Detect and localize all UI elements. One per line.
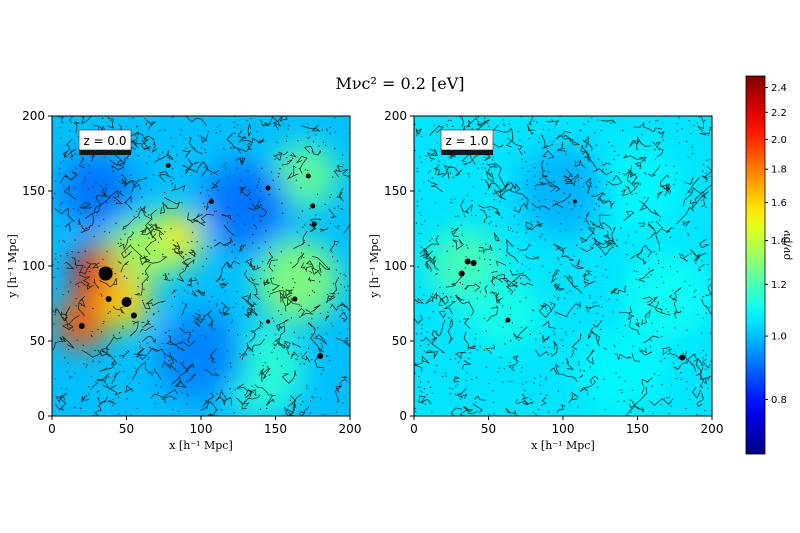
colorbar-tick-label: 1.6 <box>771 198 787 209</box>
colorbar-tick-label: 1.4 <box>771 236 787 247</box>
density-blob <box>201 161 291 251</box>
density-blob <box>108 218 175 284</box>
halo-markers <box>78 163 324 359</box>
cosmic-web-contours <box>414 116 712 416</box>
halo-marker <box>130 312 137 319</box>
halo-marker <box>265 185 271 191</box>
colorbar-tick-label: 1.0 <box>771 332 787 343</box>
y-tick-label: 100 <box>384 259 407 273</box>
density-blob <box>272 143 339 209</box>
colorbar-tick-label: 1.2 <box>771 280 787 291</box>
x-tick-label: 0 <box>48 422 56 436</box>
density-blob <box>622 251 712 341</box>
density-blob <box>592 146 683 236</box>
x-tick-label: 50 <box>119 422 134 436</box>
y-tick-label: 0 <box>37 409 45 423</box>
x-tick-label: 100 <box>552 422 575 436</box>
x-tick-label: 100 <box>190 422 213 436</box>
y-tick-label: 150 <box>384 184 407 198</box>
halo-marker <box>464 258 471 265</box>
colorbar-tick-label: 2.2 <box>771 108 787 119</box>
halo-marker <box>98 266 113 281</box>
panel-1: 0 50 100 150 200 0 50 100 150 200 x [h⁻¹ Mpc] y [h⁻… <box>6 109 362 452</box>
colorbar-tick-label: 0.8 <box>771 395 787 406</box>
halo-marker <box>266 319 271 324</box>
x-axis-label: x [h⁻¹ Mpc] <box>169 439 233 452</box>
redshift-label: z = 1.0 <box>445 134 488 148</box>
y-tick-label: 50 <box>392 334 407 348</box>
redshift-label-box-shadow <box>79 150 131 155</box>
x-tick-label: 200 <box>339 422 362 436</box>
density-blob <box>577 326 668 416</box>
halo-marker <box>505 317 511 323</box>
halo-marker <box>311 221 317 227</box>
halo-marker <box>165 163 171 168</box>
x-tick-label: 150 <box>264 422 287 436</box>
halo-marker <box>679 354 686 361</box>
halo-marker <box>121 297 132 307</box>
halo-marker <box>105 296 112 302</box>
halo-marker <box>292 296 298 302</box>
colorbar-gradient <box>745 75 766 455</box>
halo-marker <box>78 323 85 329</box>
colorbar: 0.8 1.0 1.2 1.4 1.6 1.8 2.0 2.2 2.4 ρν/ρ̄ν <box>745 75 793 455</box>
y-tick-label: 0 <box>399 409 407 423</box>
halo-marker <box>470 260 477 266</box>
halo-marker <box>317 353 324 359</box>
halo-marker <box>572 199 577 204</box>
y-tick-label: 200 <box>384 109 407 123</box>
redshift-label: z = 0.0 <box>83 134 126 148</box>
halo-marker <box>305 173 311 179</box>
panel-2: 0 50 100 150 200 0 50 100 150 200 x [h⁻¹ Mpc] y [h⁻… <box>368 109 724 452</box>
y-axis-label: y [h⁻¹ Mpc] <box>368 234 381 299</box>
colorbar-tick-label: 2.4 <box>771 83 787 94</box>
cosmic-web-contours <box>52 116 350 416</box>
density-blob <box>256 239 340 323</box>
halo-marker <box>458 270 465 277</box>
halo-markers <box>458 199 686 361</box>
x-tick-label: 0 <box>410 422 418 436</box>
y-axis-label: y [h⁻¹ Mpc] <box>6 234 19 299</box>
x-tick-label: 200 <box>701 422 724 436</box>
figure-suptitle: Mνc² = 0.2 [eV] <box>335 74 465 93</box>
halo-marker <box>310 203 316 209</box>
y-tick-label: 150 <box>22 184 45 198</box>
colorbar-tick-label: 2.0 <box>771 135 787 146</box>
density-blob <box>466 273 541 349</box>
y-tick-label: 50 <box>30 334 45 348</box>
x-axis-label: x [h⁻¹ Mpc] <box>531 439 595 452</box>
x-tick-label: 150 <box>626 422 649 436</box>
colorbar-tick-label: 1.8 <box>771 165 787 176</box>
density-blob <box>59 153 134 229</box>
x-tick-label: 50 <box>481 422 496 436</box>
colorbar-label: ρν/ρ̄ν <box>780 230 793 260</box>
y-tick-label: 200 <box>22 109 45 123</box>
halo-marker <box>208 199 214 204</box>
redshift-label-box-shadow <box>441 150 493 155</box>
y-tick-label: 100 <box>22 259 45 273</box>
density-blob <box>156 311 246 401</box>
